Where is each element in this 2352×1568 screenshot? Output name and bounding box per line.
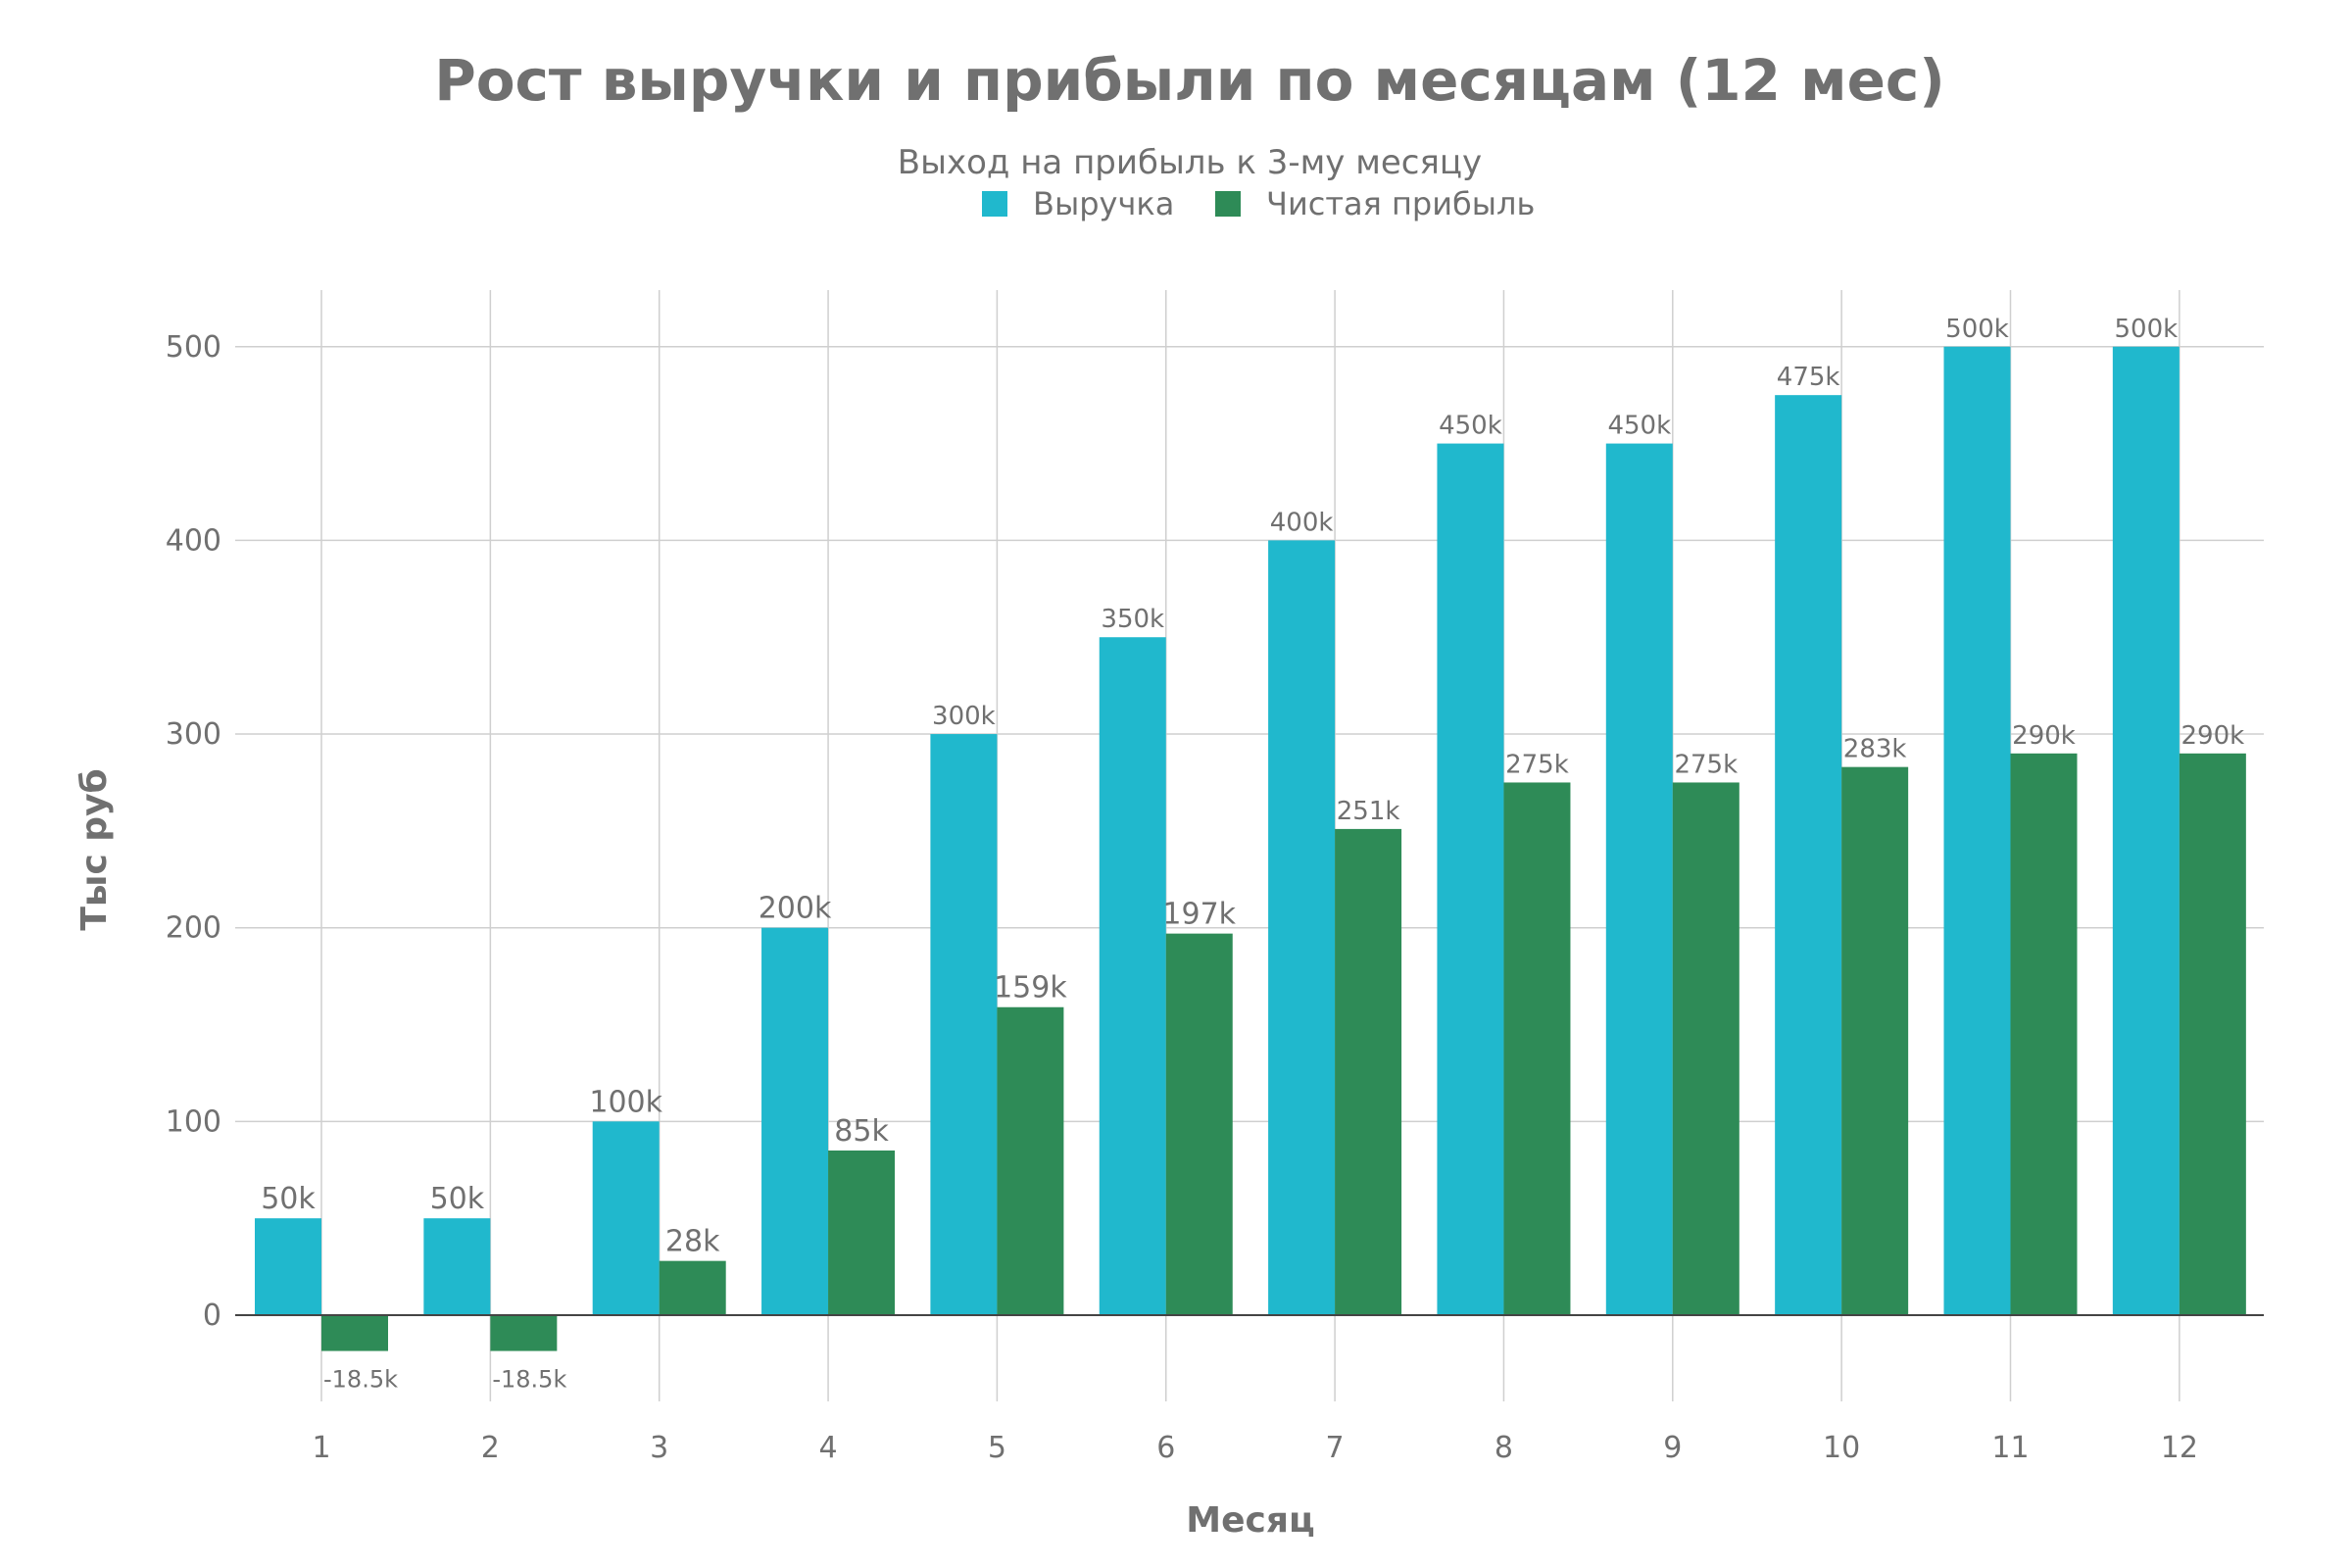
profit-bar — [1503, 782, 1571, 1315]
profit-data-label: 275k — [1505, 750, 1569, 779]
profit-bar — [2010, 753, 2078, 1315]
revenue-data-label: 50k — [430, 1182, 485, 1216]
data-labels: 50k -18.5k 50k -18.5k 100k 28k 200k 85k 300k 159k… — [261, 315, 2244, 1394]
x-tick-label: 12 — [2161, 1431, 2198, 1465]
legend-swatch-revenue — [982, 191, 1007, 217]
chart-title: Рост выручки и прибыли по месяцам (12 ме… — [434, 47, 1945, 114]
legend-label-profit[interactable]: Чистая прибыль — [1266, 185, 1535, 222]
profit-bar — [828, 1150, 896, 1315]
bars — [235, 346, 2264, 1351]
profit-bar — [1165, 933, 1233, 1315]
profit-data-label: 159k — [994, 971, 1067, 1005]
revenue-data-label: 450k — [1439, 412, 1502, 441]
legend: Выручка Чистая прибыль — [982, 185, 1535, 222]
y-axis-title: Тыс руб — [74, 768, 115, 930]
y-tick-label: 400 — [166, 523, 221, 558]
profit-data-label: 197k — [1162, 898, 1236, 932]
profit-data-label: 28k — [665, 1225, 720, 1259]
x-tick-label: 4 — [819, 1431, 838, 1465]
revenue-bar — [423, 1218, 491, 1315]
revenue-bar — [1775, 395, 1842, 1316]
profit-bar — [1841, 766, 1909, 1315]
revenue-data-label: 400k — [1270, 508, 1334, 537]
x-tick-label: 10 — [1823, 1431, 1860, 1465]
revenue-bar — [1605, 443, 1673, 1315]
x-tick-label: 6 — [1156, 1431, 1175, 1465]
revenue-bar — [2112, 346, 2180, 1315]
y-tick-label: 300 — [166, 717, 221, 752]
legend-swatch-profit — [1215, 191, 1241, 217]
profit-bar — [997, 1006, 1064, 1315]
profit-data-label: 290k — [2181, 721, 2245, 751]
profit-data-label: 251k — [1337, 797, 1400, 826]
x-tick-label: 2 — [481, 1431, 500, 1465]
profit-data-label: -18.5k — [492, 1366, 566, 1394]
profit-data-label: 290k — [2012, 721, 2076, 751]
chart-subtitle: Выход на прибыль к 3-му месяцу — [898, 143, 1482, 182]
revenue-data-label: 475k — [1777, 363, 1840, 392]
revenue-bar — [1268, 540, 1336, 1315]
y-tick-label: 200 — [166, 911, 221, 946]
revenue-bar — [930, 734, 998, 1315]
x-tick-label: 7 — [1326, 1431, 1345, 1465]
profit-bar — [1335, 828, 1402, 1315]
revenue-data-label: 50k — [261, 1182, 316, 1216]
x-tick-label: 11 — [1991, 1431, 2029, 1465]
profit-data-label: 275k — [1674, 750, 1738, 779]
profit-bar — [1672, 782, 1740, 1315]
x-tick-label: 5 — [988, 1431, 1006, 1465]
x-tick-label: 9 — [1663, 1431, 1682, 1465]
x-axis-title: Месяц — [1186, 1500, 1314, 1541]
revenue-bar — [255, 1218, 321, 1315]
revenue-data-label: 500k — [1945, 315, 2009, 344]
profit-bar — [321, 1315, 388, 1351]
revenue-data-label: 350k — [1101, 605, 1164, 634]
y-tick-label: 0 — [203, 1298, 221, 1333]
revenue-bar — [761, 927, 829, 1315]
revenue-data-label: 100k — [589, 1085, 662, 1119]
profit-bar — [490, 1315, 558, 1351]
revenue-data-label: 450k — [1607, 412, 1671, 441]
revenue-bar — [1437, 443, 1504, 1315]
profit-data-label: 283k — [1843, 735, 1907, 764]
revenue-data-label: 200k — [759, 892, 832, 926]
revenue-bar — [1943, 346, 2011, 1315]
legend-label-revenue[interactable]: Выручка — [1033, 185, 1174, 222]
y-tick-label: 500 — [166, 330, 221, 365]
revenue-bar — [592, 1121, 660, 1315]
profit-bar — [659, 1260, 726, 1315]
x-tick-label: 3 — [650, 1431, 668, 1465]
x-tick-label: 1 — [312, 1431, 330, 1465]
revenue-data-label: 500k — [2115, 315, 2179, 344]
x-tick-label: 8 — [1494, 1431, 1513, 1465]
profit-bar — [2179, 753, 2246, 1315]
revenue-bar — [1099, 637, 1166, 1315]
profit-data-label: 85k — [834, 1114, 889, 1149]
profit-data-label: -18.5k — [323, 1366, 398, 1394]
revenue-data-label: 300k — [932, 702, 996, 731]
y-tick-label: 100 — [166, 1104, 221, 1139]
